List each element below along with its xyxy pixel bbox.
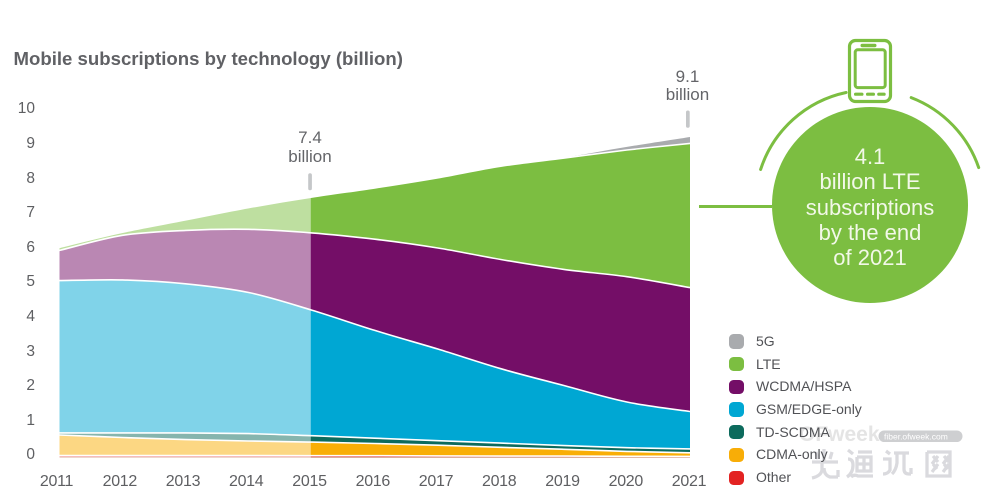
svg-text:OFweek: OFweek [799,423,880,446]
svg-text:fiber.ofweek.com: fiber.ofweek.com [884,432,948,442]
